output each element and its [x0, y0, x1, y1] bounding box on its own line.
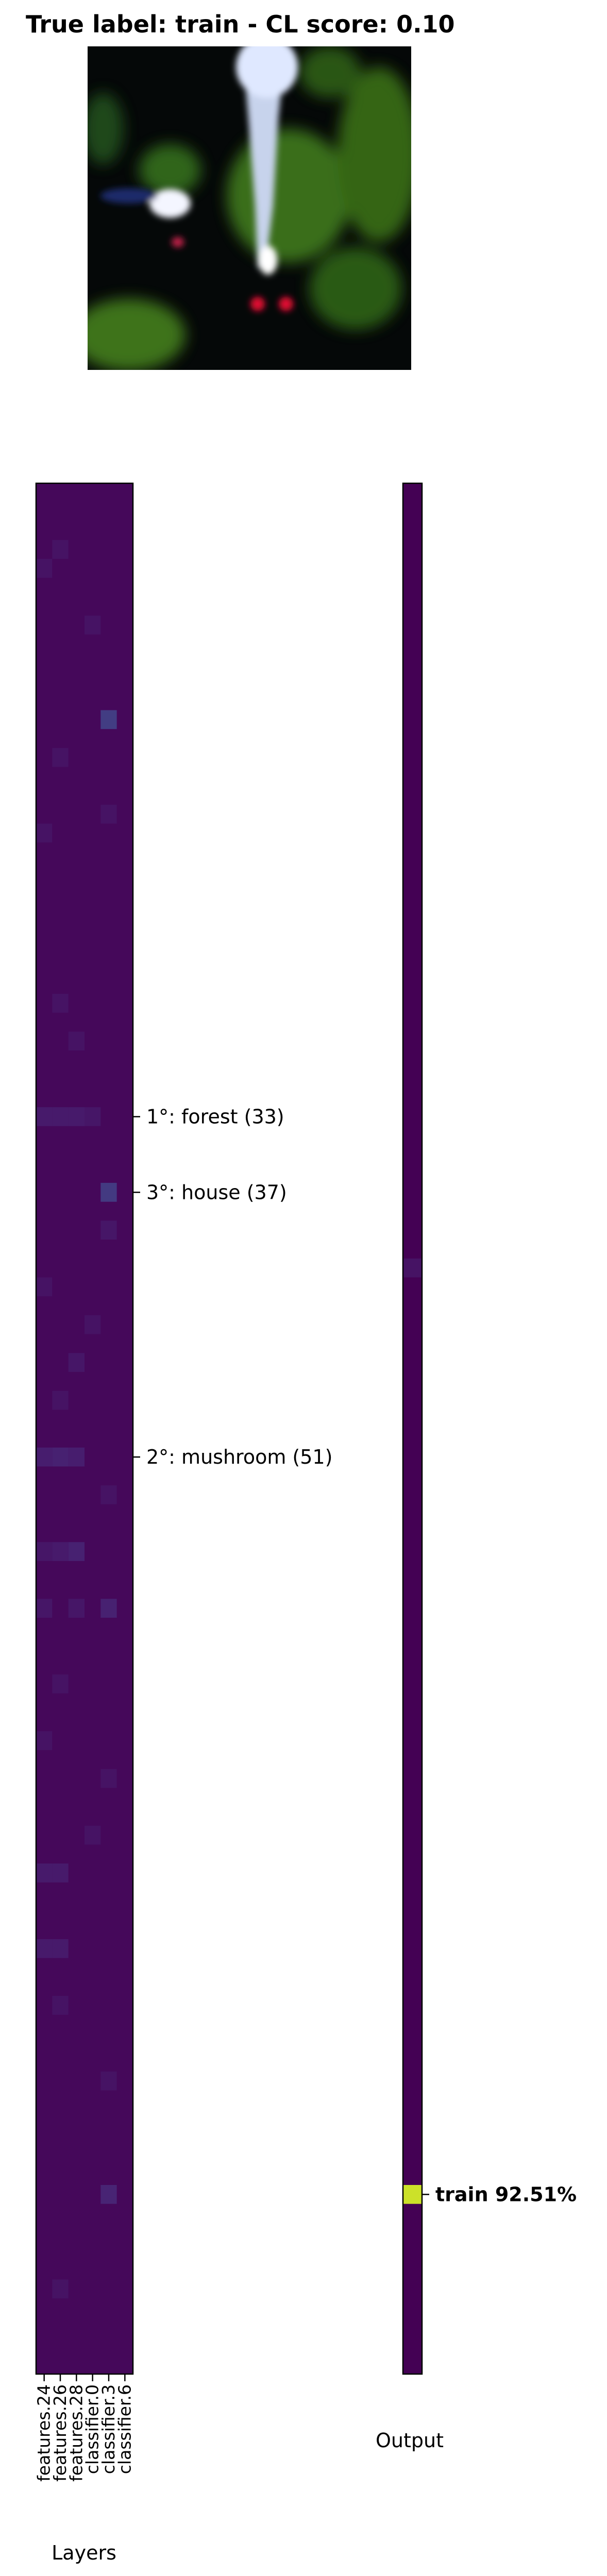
layers-heatmap-cell: [36, 1599, 53, 1618]
layers-heatmap-cell: [36, 558, 53, 578]
figure-title: True label: train - CL score: 0.10: [26, 10, 455, 38]
layers-x-tick-label: classifier.3: [98, 2384, 119, 2474]
layers-row-tick-label: 2°: mushroom (51): [146, 1446, 332, 1468]
layers-heatmap-cell: [68, 1107, 85, 1126]
layers-heatmap-cell: [52, 2279, 69, 2299]
layers-heatmap-cell: [52, 1107, 69, 1126]
layers-heatmap-frame: [35, 482, 134, 2375]
output-heatmap: [402, 482, 423, 2375]
layers-heatmap-cell: [52, 748, 69, 767]
layers-heatmap-cell: [36, 1542, 53, 1561]
layers-heatmap-cell: [68, 1353, 85, 1372]
layers-heatmap-cell: [52, 1996, 69, 2015]
output-x-axis-label: Output: [376, 2429, 444, 2452]
layers-heatmap-background: [36, 483, 133, 2374]
layers-heatmap-cell: [85, 1315, 101, 1334]
layers-heatmap-cell: [36, 1939, 53, 1958]
layers-heatmap-cell: [52, 993, 69, 1013]
layers-heatmap-cell: [100, 710, 117, 730]
layers-heatmap-cell: [36, 823, 53, 843]
layers-x-tick-label: classifier.0: [82, 2384, 103, 2474]
layers-heatmap-cell: [52, 1391, 69, 1410]
layers-x-tick-label: features.26: [50, 2384, 70, 2482]
layers-x-tick-labels: features.24features.26features.28classif…: [34, 2374, 134, 2482]
layers-row-tick-labels: 1°: forest (33) 3°: house (37) 2°: mushroo…: [133, 1105, 332, 1468]
layers-heatmap-cell: [52, 540, 69, 559]
layers-x-tick-label: features.24: [34, 2384, 54, 2482]
layers-heatmap-cell: [100, 1221, 117, 1240]
output-heatmap-frame: [402, 482, 423, 2375]
layers-heatmap-cell: [52, 1863, 69, 1883]
output-prediction-label: train 92.51%: [422, 2183, 577, 2206]
layers-heatmap-cell: [68, 1599, 85, 1618]
layers-heatmap-cell: [36, 1277, 53, 1297]
output-heatmap-cell: [403, 2185, 422, 2204]
layers-row-tick-label: 3°: house (37): [146, 1181, 287, 1204]
layers-heatmap-cell: [52, 1542, 69, 1561]
layers-heatmap-cell: [100, 1182, 117, 1202]
layers-heatmap-cell: [52, 1939, 69, 1958]
layers-heatmap-cell: [52, 1674, 69, 1693]
layers-heatmap-cell: [52, 1447, 69, 1467]
layers-heatmap-cell: [100, 1485, 117, 1504]
layers-heatmap-cell: [36, 1731, 53, 1750]
input-image: [88, 46, 411, 370]
layers-x-tick-label: classifier.6: [114, 2384, 134, 2474]
layers-heatmap-cell: [68, 1447, 85, 1467]
layers-heatmap-cell: [68, 1031, 85, 1050]
layers-heatmap-cell: [36, 1447, 53, 1467]
output-prediction-label-text: train 92.51%: [435, 2183, 577, 2206]
layers-heatmap-cell: [36, 1863, 53, 1883]
output-heatmap-background: [403, 483, 422, 2374]
layers-heatmap-cell: [85, 1825, 101, 1845]
layers-x-axis-label: Layers: [52, 2541, 116, 2564]
layers-heatmap-cell: [100, 804, 117, 824]
layers-heatmap-cell: [68, 1542, 85, 1561]
layers-heatmap-cell: [85, 1107, 101, 1126]
layers-heatmap-cell: [36, 1107, 53, 1126]
layers-x-tick-label: features.28: [66, 2384, 86, 2482]
layers-heatmap-cell: [100, 2185, 117, 2204]
layers-row-tick-label: 1°: forest (33): [146, 1105, 284, 1128]
layers-heatmap-cell: [100, 1769, 117, 1788]
output-heatmap-cell: [403, 1258, 422, 1278]
layers-heatmap-cell: [85, 615, 101, 635]
layers-heatmap: [35, 482, 134, 2375]
layers-heatmap-cell: [100, 1599, 117, 1618]
layers-heatmap-cell: [100, 2071, 117, 2091]
